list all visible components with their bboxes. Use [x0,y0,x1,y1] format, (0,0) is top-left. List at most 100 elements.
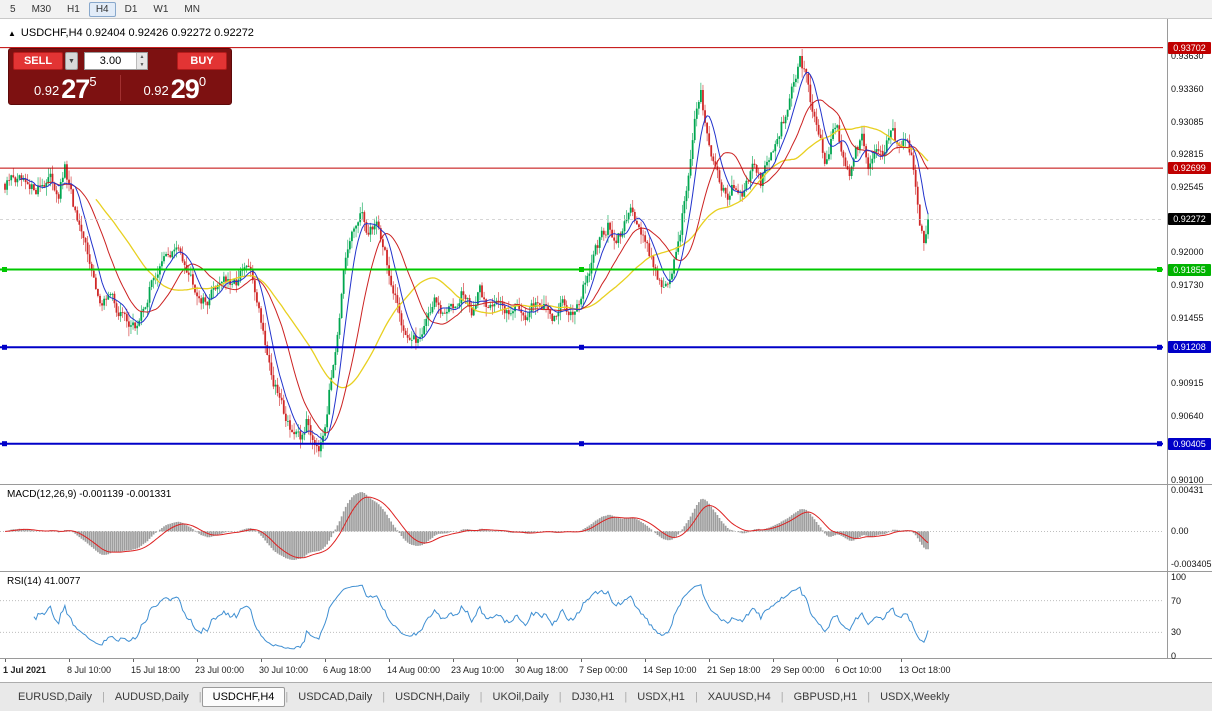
time-tick [901,659,902,662]
ma-fast-line [19,71,929,441]
time-tick [133,659,134,662]
line-handle[interactable] [579,267,584,272]
time-label: 23 Jul 00:00 [195,665,245,675]
chart-tab-dj30-h1[interactable]: DJ30,H1 [571,691,615,703]
time-tick [837,659,838,662]
price-divider [119,75,121,101]
time-tick [389,659,390,662]
lot-size-input[interactable]: 3.00 [99,55,122,67]
line-handle[interactable] [1157,441,1162,447]
price-badge: 0.91208 [1168,341,1211,354]
timeframe-button-w1[interactable]: W1 [153,3,169,15]
chart-tab-xauusd-h4[interactable]: XAUUSD,H4 [707,691,771,703]
price-tick: 0.91730 [1171,279,1204,290]
lot-spinner: ▲ ▼ [136,53,147,69]
rsi-axis-label: 70 [1171,595,1182,606]
price-tick: 0.93085 [1171,116,1204,127]
main-chart-svg[interactable] [0,19,1167,484]
time-label: 6 Aug 18:00 [323,665,372,675]
lot-spin-up-icon[interactable]: ▲ [137,53,147,61]
up-candle-bodies [6,56,929,452]
macd-pane-svg[interactable] [0,486,1167,570]
ma-medium-line [46,99,929,434]
rsi-axis-label: 100 [1171,572,1187,582]
macd-axis-label: -0.003405 [1171,559,1212,570]
pane-separator-macd-rsi[interactable] [0,571,1212,572]
time-tick [581,659,582,662]
price-axis-border [1167,19,1168,659]
price-badge: 0.90405 [1168,437,1211,450]
rsi-pane-svg[interactable] [0,572,1167,657]
sell-price-prefix: 0.92 [33,83,60,98]
price-tick: 0.90640 [1171,410,1204,421]
lot-size-box: 3.00 ▲ ▼ [84,52,148,70]
chart-tab-eurusd-daily[interactable]: EURUSD,Daily [18,691,92,703]
timeframe-button-d1[interactable]: D1 [124,3,138,15]
macd-signal-line [4,496,929,559]
timeframe-button-h4[interactable]: H4 [88,1,116,17]
price-tick: 0.92000 [1171,247,1204,258]
sell-price-sup: 5 [89,74,97,89]
buy-price-display[interactable]: 0.92 29 0 [123,72,228,104]
rsi-axis-label: 0 [1171,651,1177,661]
line-handle[interactable] [1157,267,1162,272]
sell-button[interactable]: SELL [13,52,63,70]
timeframe-toolbar: 5 M30 H1 H4 D1 W1 MN [0,0,1212,19]
time-axis[interactable]: 1 Jul 2021 8 Jul 10:00 15 Jul 18:00 23 Jul … [0,659,1167,682]
time-tick [453,659,454,662]
time-label: 6 Oct 10:00 [835,665,882,675]
tab-separator: | [867,691,871,703]
time-tick [709,659,710,662]
tab-separator: | [558,691,562,703]
time-label: 21 Sep 18:00 [707,665,761,675]
buy-price-prefix: 0.92 [143,83,169,98]
rsi-label: RSI(14) 41.0077 [7,576,81,587]
price-tick: 0.92545 [1171,181,1204,192]
line-handle[interactable] [579,344,584,350]
time-label: 30 Jul 10:00 [259,665,309,675]
chart-tab-ukoil-daily[interactable]: UKOil,Daily [492,691,549,703]
macd-label: MACD(12,26,9) -0.001139 -0.001331 [7,489,172,500]
time-tick [325,659,326,662]
timeframe-button-m30[interactable]: M30 [31,3,52,15]
line-handle[interactable] [1157,344,1162,350]
price-axis[interactable]: 0.93630 0.93360 0.93085 0.92815 0.92545 0.920… [1168,19,1212,661]
time-label: 8 Jul 10:00 [67,665,112,675]
pane-separator-main-macd[interactable] [0,484,1212,485]
order-dropdown-icon[interactable]: ▼ [65,52,78,70]
timeframe-button-5[interactable]: 5 [10,3,16,15]
rsi-axis-label: 30 [1171,627,1182,638]
chart-tab-gbpusd-h1[interactable]: GBPUSD,H1 [793,691,858,703]
chart-tab-usdcnh-daily[interactable]: USDCNH,Daily [395,691,470,703]
timeframe-button-h1[interactable]: H1 [67,3,80,15]
chart-tab-usdx-weekly[interactable]: USDX,Weekly [880,691,950,703]
chart-tab-usdchf-h4[interactable]: USDCHF,H4 [201,687,286,707]
chart-tab-audusd-daily[interactable]: AUDUSD,Daily [114,691,189,703]
timeframe-button-mn[interactable]: MN [184,3,200,15]
line-handle[interactable] [579,441,584,447]
price-badge: 0.93702 [1168,41,1211,54]
price-tick: 0.90915 [1171,377,1204,388]
line-handle[interactable] [2,344,7,350]
rsi-line [33,584,929,650]
time-tick [517,659,518,662]
lot-spin-down-icon[interactable]: ▼ [137,61,147,69]
tab-separator: | [285,691,289,703]
buy-button[interactable]: BUY [177,52,227,70]
time-tick [261,659,262,662]
one-click-collapse-icon[interactable]: ▲ [8,28,16,38]
tab-separator: | [780,691,784,703]
chart-title: USDCHF,H4 0.92404 0.92426 0.92272 0.9227… [20,27,254,39]
price-tick: 0.90100 [1171,475,1204,486]
chart-tab-usdx-h1[interactable]: USDX,H1 [637,691,685,703]
chart-tab-usdcad-daily[interactable]: USDCAD,Daily [298,691,373,703]
line-handle[interactable] [2,267,7,272]
time-label: 1 Jul 2021 [3,665,47,675]
time-tick [69,659,70,662]
sell-price-display[interactable]: 0.92 27 5 [13,72,118,104]
macd-axis-label: 0.00431 [1171,484,1204,495]
time-label: 30 Aug 18:00 [515,665,569,675]
line-handle[interactable] [2,441,7,447]
pane-separator-rsi-timeaxis [0,658,1212,659]
buy-price-big: 29 [170,74,200,104]
